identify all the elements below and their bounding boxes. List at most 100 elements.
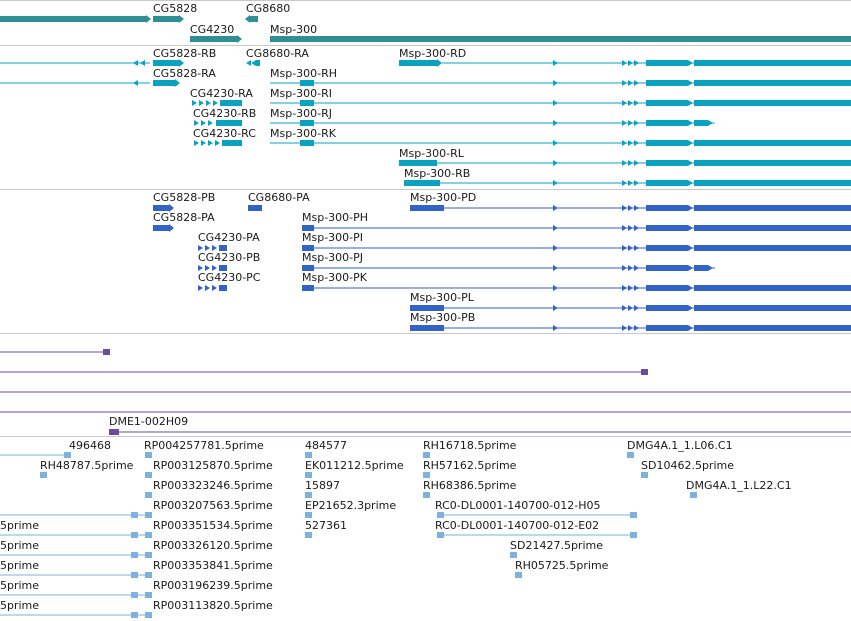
transcript-glyph[interactable] — [437, 59, 442, 67]
est-label[interactable]: RP003323246.5prime — [153, 479, 273, 492]
est-label[interactable]: RP003113820.5prime — [153, 599, 273, 612]
exon-marker[interactable] — [553, 80, 558, 86]
exon-block[interactable] — [646, 100, 688, 106]
exon-block[interactable] — [646, 265, 688, 271]
clone-label[interactable]: DME1-002H09 — [109, 415, 189, 428]
protein-label[interactable]: CG4230-PB — [198, 251, 261, 264]
exon-block[interactable] — [646, 140, 688, 146]
clone-end[interactable] — [103, 349, 110, 355]
est-label[interactable]: 5prime — [0, 599, 40, 612]
exon-block[interactable] — [410, 305, 444, 311]
exon-marker[interactable] — [628, 265, 633, 271]
exon-marker[interactable] — [622, 285, 627, 291]
exon-block[interactable] — [646, 245, 688, 251]
exon-block[interactable] — [399, 160, 437, 166]
exon-marker[interactable] — [628, 245, 633, 251]
exon-marker[interactable] — [553, 325, 558, 331]
transcript-label[interactable]: Msp-300-RJ — [270, 107, 333, 120]
est-label[interactable]: DMG4A.1_1.L22.C1 — [686, 479, 792, 492]
exon-marker[interactable] — [622, 60, 627, 66]
exon-marker[interactable] — [553, 205, 558, 211]
exon-marker[interactable] — [634, 245, 639, 251]
exon-marker[interactable] — [208, 140, 213, 146]
protein-label[interactable]: Msp-300-PH — [302, 211, 369, 224]
gene-glyph[interactable] — [245, 15, 250, 23]
protein-glyph[interactable] — [153, 225, 169, 231]
exon-marker[interactable] — [212, 245, 217, 251]
protein-label[interactable]: Msp-300-PB — [410, 311, 476, 324]
exon-marker[interactable] — [688, 180, 693, 186]
exon-block[interactable] — [646, 160, 688, 166]
exon-marker[interactable] — [212, 285, 217, 291]
exon-marker[interactable] — [688, 245, 693, 251]
exon-block[interactable] — [219, 245, 227, 251]
exon-marker[interactable] — [553, 285, 558, 291]
est-block[interactable] — [630, 532, 637, 538]
exon-marker[interactable] — [688, 60, 693, 66]
exon-marker[interactable] — [628, 100, 633, 106]
protein-glyph[interactable] — [248, 205, 262, 211]
est-label[interactable]: RC0-DL0001-140700-012-E02 — [435, 519, 600, 532]
est-label[interactable]: DMG4A.1_1.L06.C1 — [627, 439, 733, 452]
exon-block[interactable] — [222, 140, 242, 146]
exon-block[interactable] — [302, 245, 314, 251]
exon-marker[interactable] — [622, 80, 627, 86]
exon-block[interactable] — [646, 60, 688, 66]
exon-marker[interactable] — [246, 60, 251, 66]
exon-block[interactable] — [694, 325, 851, 331]
protein-label[interactable]: Msp-300-PJ — [302, 251, 364, 264]
exon-marker[interactable] — [213, 100, 218, 106]
exon-block[interactable] — [302, 265, 314, 271]
exon-block[interactable] — [302, 225, 314, 231]
clone-end[interactable] — [641, 369, 648, 375]
exon-block[interactable] — [694, 60, 851, 66]
est-label[interactable]: RP004257781.5prime — [144, 439, 264, 452]
exon-marker[interactable] — [198, 285, 203, 291]
est-block[interactable] — [423, 452, 430, 458]
exon-marker[interactable] — [634, 180, 639, 186]
exon-block[interactable] — [646, 180, 688, 186]
est-block[interactable] — [131, 572, 138, 578]
protein-label[interactable]: CG4230-PA — [198, 231, 260, 244]
est-label[interactable]: RH68386.5prime — [423, 479, 517, 492]
est-label[interactable]: 5prime — [0, 579, 40, 592]
gene-glyph[interactable] — [179, 15, 184, 23]
exon-marker[interactable] — [553, 160, 558, 166]
est-block[interactable] — [515, 572, 522, 578]
exon-marker[interactable] — [622, 180, 627, 186]
est-block[interactable] — [437, 532, 444, 538]
exon-block[interactable] — [300, 100, 314, 106]
exon-marker[interactable] — [194, 120, 199, 126]
exon-marker[interactable] — [206, 100, 211, 106]
est-block[interactable] — [145, 572, 152, 578]
exon-marker[interactable] — [553, 265, 558, 271]
est-block[interactable] — [145, 512, 152, 518]
exon-block[interactable] — [646, 225, 688, 231]
transcript-label[interactable]: CG4230-RC — [193, 127, 256, 140]
exon-marker[interactable] — [628, 60, 633, 66]
exon-marker[interactable] — [140, 60, 145, 66]
exon-marker[interactable] — [634, 60, 639, 66]
exon-marker[interactable] — [212, 265, 217, 271]
est-label[interactable]: 5prime — [0, 559, 40, 572]
exon-marker[interactable] — [688, 100, 693, 106]
exon-marker[interactable] — [622, 140, 627, 146]
est-label[interactable]: EP21652.3prime — [305, 499, 397, 512]
exon-block[interactable] — [300, 120, 314, 126]
exon-block[interactable] — [694, 180, 851, 186]
est-block[interactable] — [131, 612, 138, 618]
exon-block[interactable] — [694, 120, 708, 126]
transcript-glyph[interactable] — [175, 79, 180, 87]
exon-marker[interactable] — [553, 225, 558, 231]
exon-marker[interactable] — [194, 140, 199, 146]
est-block[interactable] — [131, 592, 138, 598]
protein-label[interactable]: CG8680-PA — [248, 191, 310, 204]
protein-label[interactable]: CG4230-PC — [198, 271, 261, 284]
protein-label[interactable]: CG5828-PA — [153, 211, 215, 224]
exon-marker[interactable] — [201, 120, 206, 126]
exon-marker[interactable] — [133, 60, 138, 66]
exon-block[interactable] — [694, 305, 851, 311]
exon-marker[interactable] — [688, 160, 693, 166]
est-label[interactable]: 5prime — [0, 519, 40, 532]
est-label[interactable]: EK011212.5prime — [305, 459, 404, 472]
